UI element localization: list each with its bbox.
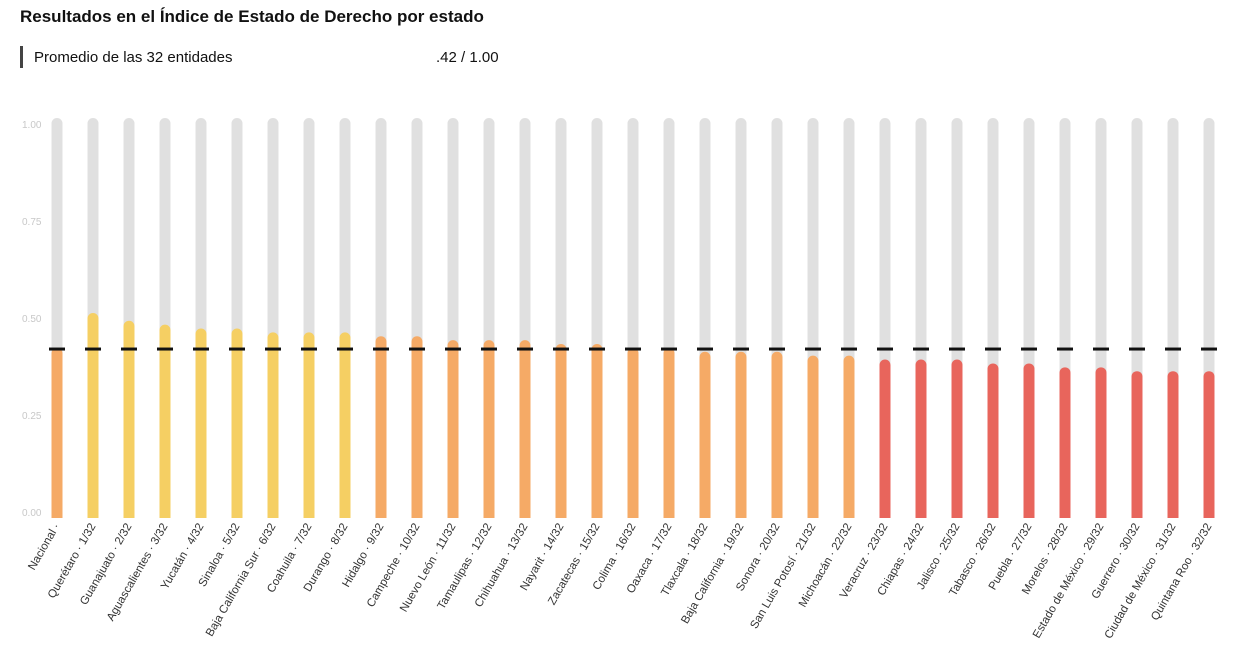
- bar[interactable]: [375, 336, 387, 518]
- average-marker: [121, 347, 137, 351]
- bar[interactable]: [1023, 363, 1035, 518]
- average-marker: [913, 347, 929, 351]
- average-marker: [1201, 347, 1217, 351]
- bars: [51, 313, 1215, 518]
- bar[interactable]: [1167, 371, 1179, 518]
- average-marker: [265, 347, 281, 351]
- y-axis: 0.00 0.25 0.50 0.75 1.00: [22, 120, 42, 519]
- bar[interactable]: [51, 347, 63, 518]
- bar[interactable]: [123, 320, 135, 518]
- bar[interactable]: [1203, 371, 1215, 518]
- average-marker: [589, 347, 605, 351]
- bar[interactable]: [195, 328, 207, 518]
- x-tick-label: Baja California Sur · 6/32: [204, 522, 279, 639]
- average-marker: [49, 347, 65, 351]
- bar[interactable]: [915, 359, 927, 518]
- average-marker: [1129, 347, 1145, 351]
- average-marker: [949, 347, 965, 351]
- average-marker: [985, 347, 1001, 351]
- bar[interactable]: [555, 344, 567, 518]
- average-marker: [445, 347, 461, 351]
- average-marker: [553, 347, 569, 351]
- average-marker: [1165, 347, 1181, 351]
- chart-title: Resultados en el Índice de Estado de Der…: [20, 7, 484, 26]
- average-marker: [301, 347, 317, 351]
- average-marker: [805, 347, 821, 351]
- average-marker: [481, 347, 497, 351]
- bar[interactable]: [411, 336, 423, 518]
- bar[interactable]: [447, 340, 459, 518]
- average-summary: Promedio de las 32 entidades .42 / 1.00: [20, 46, 499, 68]
- average-marker: [85, 347, 101, 351]
- average-marker: [157, 347, 173, 351]
- bar[interactable]: [663, 347, 675, 518]
- average-marker: [1057, 347, 1073, 351]
- average-markers: [49, 347, 1217, 351]
- average-marker: [661, 347, 677, 351]
- x-tick-label: San Luis Potosí · 21/32: [748, 522, 818, 632]
- bar[interactable]: [1095, 367, 1107, 518]
- average-label: Promedio de las 32 entidades: [34, 48, 233, 66]
- x-tick-label: Nacional ·: [26, 522, 62, 573]
- bar[interactable]: [339, 332, 351, 518]
- average-marker: [373, 347, 389, 351]
- y-tick-label: 0.75: [22, 217, 42, 228]
- average-marker: [1093, 347, 1109, 351]
- average-marker: [193, 347, 209, 351]
- y-tick-label: 1.00: [22, 120, 42, 131]
- bar[interactable]: [1059, 367, 1071, 518]
- bar[interactable]: [987, 363, 999, 518]
- bar[interactable]: [843, 355, 855, 518]
- bar[interactable]: [591, 344, 603, 518]
- bar[interactable]: [519, 340, 531, 518]
- average-marker: [625, 347, 641, 351]
- average-marker: [769, 347, 785, 351]
- x-tick-label: Baja California · 19/32: [679, 522, 746, 627]
- bar[interactable]: [951, 359, 963, 518]
- average-marker: [877, 347, 893, 351]
- average-marker: [1021, 347, 1037, 351]
- average-marker: [841, 347, 857, 351]
- average-marker: [337, 347, 353, 351]
- bar[interactable]: [879, 359, 891, 518]
- bar[interactable]: [159, 324, 171, 518]
- bar[interactable]: [303, 332, 315, 518]
- bar[interactable]: [87, 313, 99, 518]
- bar[interactable]: [771, 351, 783, 518]
- x-tick-label: Estado de México · 29/32: [1031, 522, 1107, 641]
- bar[interactable]: [627, 347, 639, 518]
- bar[interactable]: [735, 351, 747, 518]
- average-marker: [697, 347, 713, 351]
- bar[interactable]: [267, 332, 279, 518]
- average-marker: [409, 347, 425, 351]
- average-value: .42 / 1.00: [436, 49, 499, 66]
- y-tick-label: 0.25: [22, 411, 42, 422]
- y-tick-label: 0.00: [22, 508, 42, 519]
- bar[interactable]: [231, 328, 243, 518]
- average-marker: [733, 347, 749, 351]
- x-tick-label: Ciudad de México · 31/32: [1103, 522, 1179, 642]
- bar[interactable]: [807, 355, 819, 518]
- average-marker: [229, 347, 245, 351]
- average-marker: [517, 347, 533, 351]
- bar[interactable]: [1131, 371, 1143, 518]
- y-tick-label: 0.50: [22, 314, 42, 325]
- bar[interactable]: [483, 340, 495, 518]
- bar[interactable]: [699, 351, 711, 518]
